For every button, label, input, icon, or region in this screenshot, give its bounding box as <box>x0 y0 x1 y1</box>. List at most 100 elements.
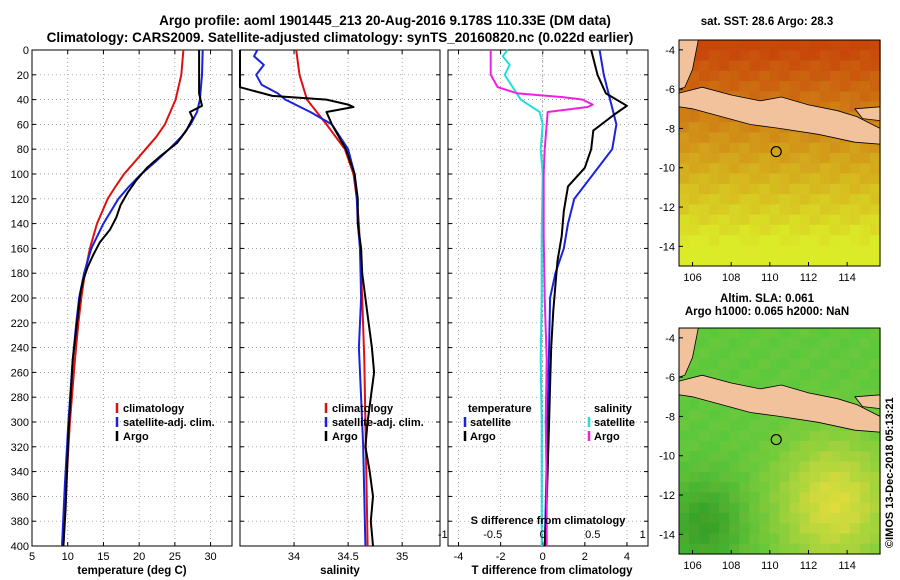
map-x-tick-label: 110 <box>761 560 779 572</box>
map-cell <box>839 245 851 257</box>
map-cell <box>769 543 781 555</box>
map-cell <box>819 389 831 401</box>
map-cell <box>789 142 801 154</box>
map-cell <box>859 101 871 113</box>
map-cell <box>729 163 740 175</box>
map-cell <box>799 523 811 535</box>
map-cell <box>759 512 771 524</box>
map-cell <box>809 60 821 72</box>
map-cell <box>799 204 811 216</box>
map-cell <box>870 142 881 154</box>
map-y-tick-label: -14 <box>659 529 675 541</box>
map-cell <box>739 451 750 463</box>
map-cell <box>849 451 861 463</box>
map-cell <box>859 492 871 504</box>
map-cell <box>819 40 831 51</box>
map-cell <box>779 81 791 92</box>
map-cell <box>849 523 861 535</box>
map-cell <box>759 358 771 370</box>
map-cell <box>870 441 881 452</box>
map-cell <box>829 194 841 205</box>
map-cell <box>719 81 730 92</box>
legend-label: climatology <box>123 403 185 415</box>
map-cell <box>819 523 831 535</box>
map-cell <box>819 338 831 350</box>
map-cell <box>739 91 750 103</box>
x-tick-label: 10 <box>62 551 74 563</box>
map-cell <box>769 482 781 493</box>
map-cell <box>849 338 861 350</box>
map-cell <box>759 338 771 350</box>
map-cell <box>839 441 851 452</box>
map-cell <box>779 214 791 226</box>
map-cell <box>719 235 730 247</box>
map-cell <box>789 430 801 442</box>
map-cell <box>769 235 781 247</box>
map-cell <box>749 70 761 82</box>
map-cell <box>749 173 761 185</box>
map-cell <box>779 235 791 247</box>
map-cell <box>819 451 831 463</box>
map-cell <box>789 60 801 72</box>
map-cell <box>829 389 841 401</box>
map-cell <box>859 183 871 195</box>
map-cell <box>679 451 690 463</box>
map-cell <box>729 338 740 350</box>
map-cell <box>719 163 730 175</box>
map-cell <box>819 132 831 144</box>
map-cell <box>689 183 700 195</box>
map-cell <box>789 492 801 504</box>
map-cell <box>769 523 781 535</box>
map-frame <box>678 327 881 555</box>
map-cell <box>809 132 821 144</box>
map-cell <box>819 101 831 113</box>
map-cell <box>779 512 791 524</box>
map-cell <box>759 50 771 62</box>
map-cell <box>779 379 791 391</box>
map-cell <box>779 523 791 535</box>
map-cell <box>769 214 781 226</box>
map-cell <box>799 533 811 545</box>
x-tick-label: 34 <box>288 551 300 563</box>
map-cell <box>789 369 801 380</box>
map-cell <box>839 338 851 350</box>
map-cell <box>789 153 801 164</box>
map-cell <box>679 471 690 483</box>
legend-label: Argo <box>594 431 620 443</box>
legend-label: satellite <box>470 417 511 429</box>
map-cell <box>829 543 841 555</box>
map-cell <box>759 369 771 380</box>
map-cell <box>849 224 861 236</box>
map-cell <box>799 60 811 72</box>
map-cell <box>739 183 750 195</box>
map-cell <box>739 142 750 154</box>
map-cell <box>779 358 791 370</box>
map-cell <box>849 543 861 555</box>
map-cell <box>739 523 750 535</box>
map-cell <box>709 369 720 380</box>
map-cell <box>759 328 771 339</box>
map-cell <box>829 40 841 51</box>
map-cell <box>789 245 801 257</box>
map-cell <box>799 91 811 103</box>
map-cell <box>719 482 730 493</box>
map-cell <box>729 492 740 504</box>
map-cell <box>779 492 791 504</box>
map-cell <box>679 111 690 123</box>
map-cell <box>769 153 781 164</box>
depth-tick-label: 100 <box>11 169 29 181</box>
map-y-tick-label: -12 <box>659 490 675 502</box>
map-cell <box>789 183 801 195</box>
argo-location-marker <box>770 145 782 158</box>
map-cell <box>769 224 781 236</box>
x2-axis-label: S difference from climatology <box>471 515 627 527</box>
map-cell <box>679 214 690 226</box>
map-cell <box>809 204 821 216</box>
map-cell <box>699 163 710 175</box>
map-cell <box>779 153 791 164</box>
map-cell <box>759 348 771 360</box>
depth-tick-label: 160 <box>11 243 29 255</box>
map-cell <box>749 163 761 175</box>
map-cell <box>799 492 811 504</box>
map-cell <box>769 430 781 442</box>
